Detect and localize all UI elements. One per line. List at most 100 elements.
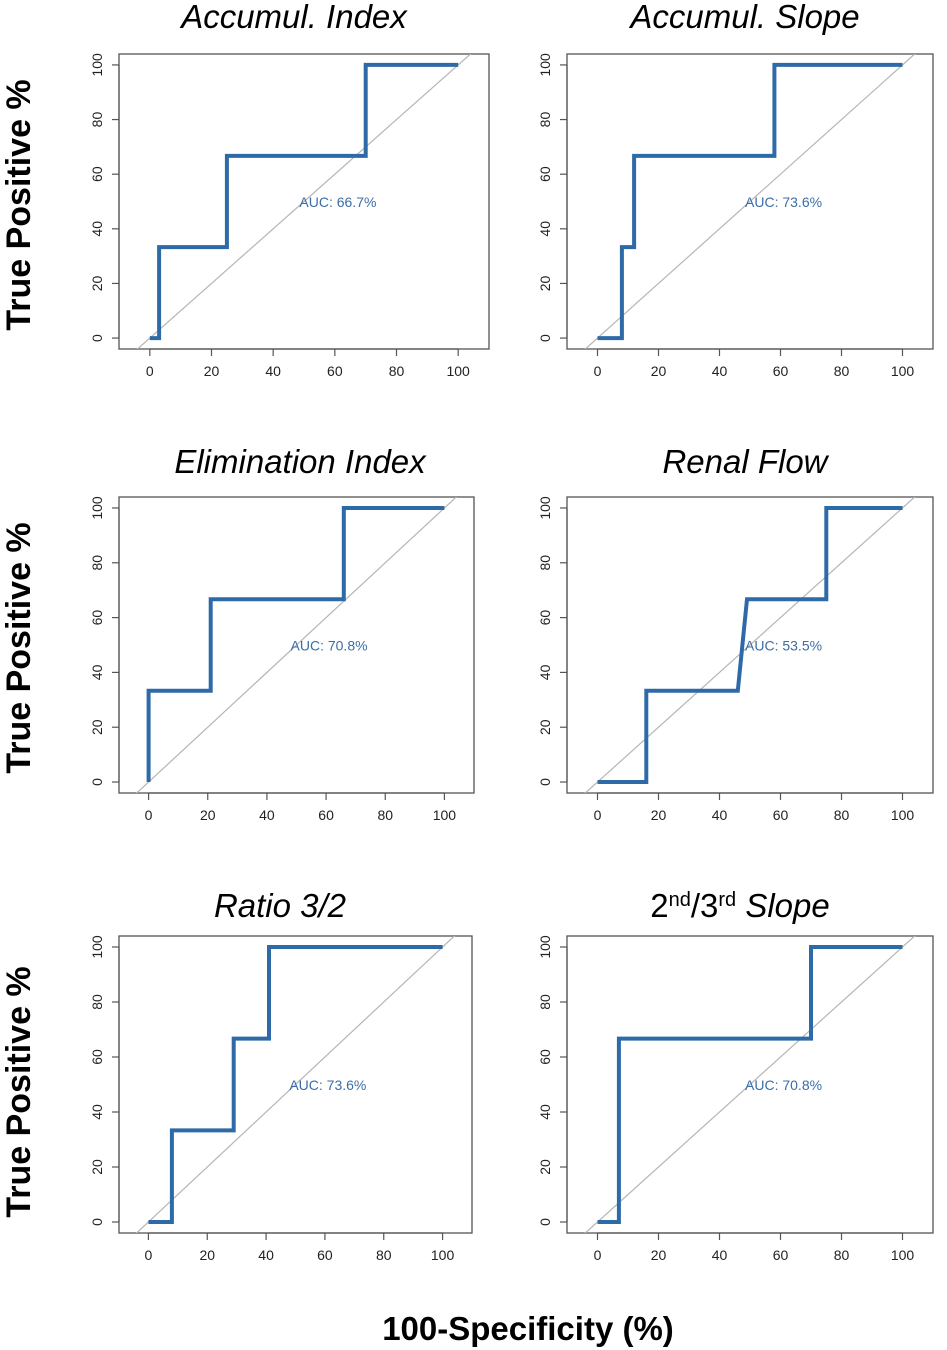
x-tick-label: 100 [891,1247,915,1263]
y-tick-label: 0 [537,1218,553,1226]
roc-curve [597,945,903,1224]
y-axis-label-row-1: True Positive % [0,79,38,330]
panel-title: Accumul. Slope [628,0,859,35]
y-tick-label: 0 [89,1218,105,1226]
y-axis-label-row-3: True Positive % [0,966,38,1217]
x-tick-label: 60 [773,363,789,379]
y-tick-label: 80 [537,555,553,571]
y-tick-label: 80 [89,112,105,128]
reference-diagonal [584,936,916,1233]
x-tick-label: 0 [146,363,154,379]
x-tick-label: 40 [258,1247,274,1263]
y-tick-label: 80 [537,994,553,1010]
x-tick-label: 60 [318,807,334,823]
x-tick-label: 60 [327,363,343,379]
roc-panel: 2nd/3rd Slope 0 20 40 60 80 100 0 20 40 60 80 100 AUC… [537,887,934,1263]
roc-curve [149,62,459,341]
panel-title-part: rd [718,889,736,911]
y-tick-label: 20 [537,1159,553,1175]
auc-label: AUC: 70.8% [291,637,368,653]
x-tick-label: 40 [259,807,275,823]
y-tick-label: 20 [537,275,553,291]
y-tick-label: 100 [89,935,105,959]
panel-title-part: 2 [650,887,668,924]
x-tick-label: 40 [265,363,281,379]
y-tick-label: 40 [537,1104,553,1120]
y-tick-label: 0 [89,334,105,342]
auc-label: AUC: 53.5% [745,637,822,653]
x-tick-label: 100 [446,363,470,379]
roc-panel: Accumul. Slope 0 20 40 60 80 100 0 20 40 60 80 100 AU… [537,0,934,379]
y-tick-label: 40 [537,664,553,680]
x-tick-label: 20 [651,807,667,823]
roc-panel: Accumul. Index 0 20 40 60 80 100 0 20 40 60 80 100 AU… [89,0,490,379]
x-tick-label: 0 [594,363,602,379]
auc-label: AUC: 73.6% [289,1077,366,1093]
x-tick-label: 40 [712,363,728,379]
y-tick-label: 20 [537,719,553,735]
y-tick-label: 40 [89,221,105,237]
y-tick-label: 80 [537,112,553,128]
x-tick-label: 80 [834,807,850,823]
x-tick-label: 60 [773,1247,789,1263]
y-tick-label: 20 [89,1159,105,1175]
y-tick-label: 40 [89,1104,105,1120]
panel-title-part: Accumul. Slope [628,0,859,35]
y-tick-label: 0 [537,778,553,786]
reference-diagonal [135,497,458,793]
x-tick-label: 0 [594,807,602,823]
auc-label: AUC: 73.6% [745,194,822,210]
panel-title-part: Renal Flow [662,443,829,480]
auc-label: AUC: 70.8% [745,1077,822,1093]
y-tick-label: 100 [89,53,105,77]
x-tick-label: 100 [433,807,457,823]
y-tick-label: 20 [89,275,105,291]
reference-diagonal [584,497,916,793]
roc-curve [597,506,903,784]
y-tick-label: 100 [89,496,105,520]
panel-title: Accumul. Index [179,0,408,35]
panel-title-part: Accumul. Index [179,0,408,35]
y-tick-label: 60 [89,610,105,626]
y-tick-label: 60 [89,166,105,182]
panel-title: Elimination Index [174,443,427,480]
roc-panel: Ratio 3/2 0 20 40 60 80 100 0 20 40 60 80 100 AUC: 73… [89,887,473,1263]
y-tick-label: 60 [537,1049,553,1065]
x-tick-label: 20 [200,807,216,823]
y-tick-label: 100 [537,53,553,77]
x-tick-label: 100 [891,807,915,823]
x-axis-label: 100-Specificity (%) [382,1310,674,1347]
x-tick-label: 20 [651,363,667,379]
x-tick-label: 100 [431,1247,455,1263]
roc-curve [597,62,903,341]
y-tick-label: 80 [89,555,105,571]
x-tick-label: 60 [317,1247,333,1263]
y-tick-label: 20 [89,719,105,735]
y-tick-label: 100 [537,496,553,520]
x-tick-label: 80 [834,363,850,379]
panel-title-part: Slope [736,887,830,924]
y-axis-label-row-2: True Positive % [0,522,38,773]
y-tick-label: 80 [89,994,105,1010]
panel-title-part: Ratio 3/2 [214,887,346,924]
x-tick-label: 80 [376,1247,392,1263]
y-tick-label: 0 [537,334,553,342]
x-tick-label: 20 [204,363,220,379]
panel-title: Renal Flow [662,443,829,480]
auc-label: AUC: 66.7% [299,194,376,210]
reference-diagonal [136,54,472,349]
y-tick-label: 60 [89,1049,105,1065]
panel-title: Ratio 3/2 [214,887,346,924]
x-tick-label: 60 [773,807,789,823]
x-tick-label: 40 [712,807,728,823]
panel-title: 2nd/3rd Slope [650,887,830,924]
y-tick-label: 60 [537,610,553,626]
x-tick-label: 40 [712,1247,728,1263]
roc-curve [146,506,445,782]
roc-curve [148,945,443,1224]
x-tick-label: 80 [377,807,393,823]
panel-title-part: nd [669,889,691,911]
x-tick-label: 80 [834,1247,850,1263]
